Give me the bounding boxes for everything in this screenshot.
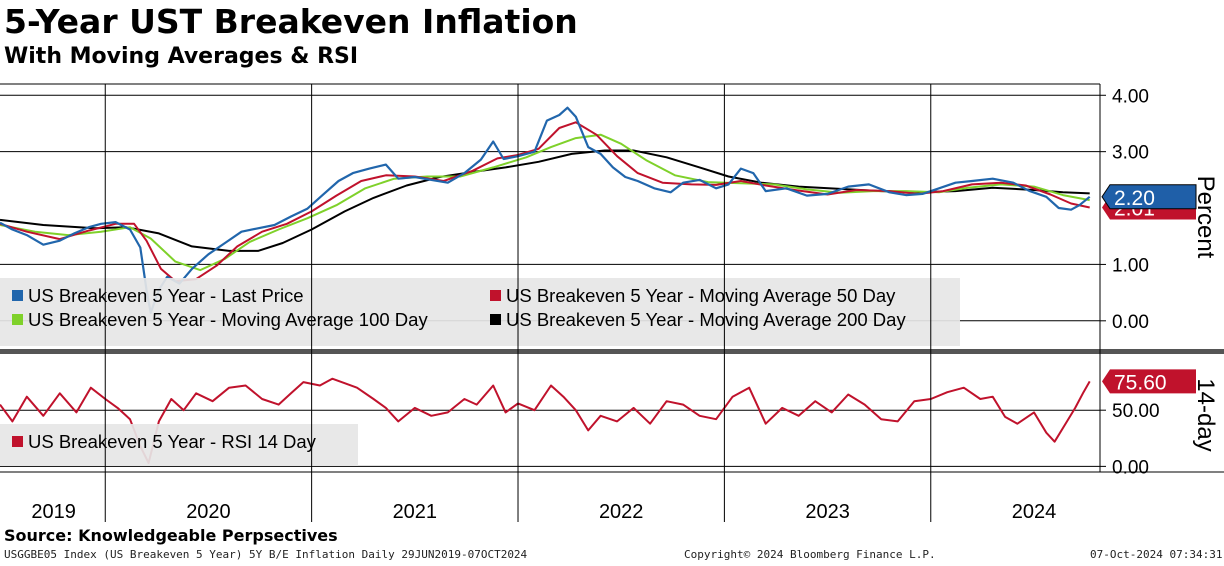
footer-ticker: USGGBE05 Index (US Breakeven 5 Year) 5Y … xyxy=(4,548,528,561)
last-value-text-last_price: 2.20 xyxy=(1114,187,1155,210)
series-line-ma50 xyxy=(0,121,1090,283)
chart-subtitle: With Moving Averages & RSI xyxy=(4,44,359,69)
x-tick-label: 2024 xyxy=(1012,501,1057,523)
x-tick-label: 2023 xyxy=(805,501,850,523)
legend-label-last_price: US Breakeven 5 Year - Last Price xyxy=(28,285,304,306)
bottom-axis-title: 14-day xyxy=(1192,378,1219,451)
top-y-tick-label: 1.00 xyxy=(1112,255,1149,276)
series-line-rsi xyxy=(0,377,1091,464)
series-line-ma100 xyxy=(0,133,1090,272)
legend-swatch-last_price xyxy=(12,290,23,301)
legend-swatch-rsi xyxy=(12,436,23,447)
legend-label-rsi: US Breakeven 5 Year - RSI 14 Day xyxy=(28,431,317,452)
source-note: Source: Knowledgeable Perpsectives xyxy=(4,526,338,545)
legends: US Breakeven 5 Year - Last Price US Break… xyxy=(0,278,960,466)
legend-swatch-ma50 xyxy=(490,290,501,301)
x-tick-label: 2022 xyxy=(599,501,644,523)
top-y-tick-label: 4.00 xyxy=(1112,86,1149,107)
legend-box xyxy=(0,278,960,346)
legend-label-ma100: US Breakeven 5 Year - Moving Average 100… xyxy=(28,309,428,330)
top-y-tick-label: 0.00 xyxy=(1112,312,1149,333)
last-value-label-rsi xyxy=(1102,369,1196,394)
x-tick-label: 2021 xyxy=(393,501,438,523)
legend-label-ma50: US Breakeven 5 Year - Moving Average 50 … xyxy=(506,285,896,306)
legend-box xyxy=(0,424,358,466)
bottom-y-tick-label: 50.00 xyxy=(1112,401,1160,422)
x-tick-label: 2020 xyxy=(186,501,231,523)
footer-timestamp: 07-Oct-2024 07:34:31 xyxy=(1090,548,1223,561)
top-y-tick-label: 3.00 xyxy=(1112,143,1149,164)
last-value-text-rsi: 75.60 xyxy=(1114,371,1167,394)
x-tick-label: 2019 xyxy=(31,501,76,523)
top-panel-series xyxy=(0,106,1091,314)
chart-title: 5-Year UST Breakeven Inflation xyxy=(4,2,578,41)
legend-swatch-ma200 xyxy=(490,314,501,325)
series-line-ma200 xyxy=(0,149,1090,252)
last-value-label-last_price xyxy=(1101,184,1197,210)
legend-swatch-ma100 xyxy=(12,314,23,325)
legend-label-ma200: US Breakeven 5 Year - Moving Average 200… xyxy=(506,309,906,330)
axes: 4.00 3.00 1.00 0.00 50.00 0.00 2019 2020 2021 202… xyxy=(0,83,1224,523)
bottom-panel-series xyxy=(0,377,1091,464)
panel-separator xyxy=(0,349,1224,354)
footer-copyright: Copyright© 2024 Bloomberg Finance L.P. xyxy=(684,548,936,561)
bottom-y-tick-label: 0.00 xyxy=(1112,457,1149,478)
